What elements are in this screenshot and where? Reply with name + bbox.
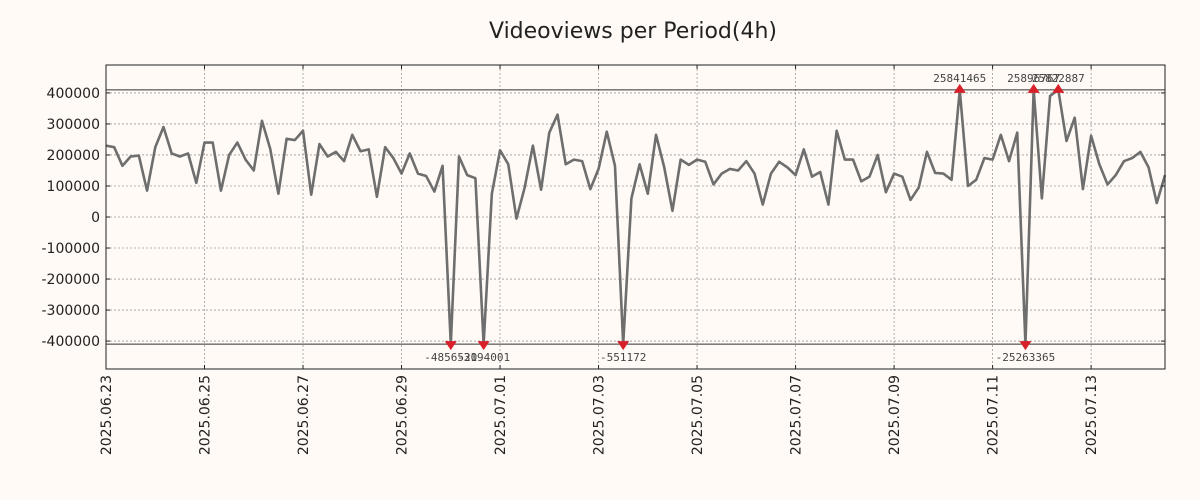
series-line-videoviews: [105, 88, 1167, 346]
x-tick-label: 2025.07.05: [690, 375, 706, 455]
annotation-label: -25263365: [996, 351, 1056, 364]
x-tick-label: 2025.07.03: [592, 375, 608, 455]
x-tick-label: 2025.06.25: [198, 375, 214, 455]
annotation-label: 25896767: [1007, 72, 1060, 85]
x-tick-label: 2025.06.23: [99, 375, 115, 455]
y-tick-label: 200000: [47, 148, 100, 164]
x-tick-label: 2025.06.27: [296, 375, 312, 455]
y-tick-label: 100000: [47, 179, 100, 195]
clip-marker: [444, 341, 457, 351]
annotation-label: -4856520: [424, 351, 477, 364]
clip-marker: [477, 341, 490, 351]
y-tick-label: 0: [91, 210, 100, 226]
chart-title: Videoviews per Period(4h): [489, 19, 777, 44]
x-tick-label: 2025.07.13: [1084, 375, 1100, 455]
annotation-label: 25841465: [933, 72, 986, 85]
clip-marker: [617, 341, 630, 351]
annotation-label: -3194001: [457, 351, 510, 364]
x-tick-label: 2025.07.01: [493, 375, 509, 455]
x-tick-label: 2025.07.11: [986, 375, 1002, 455]
y-tick-label: -200000: [42, 272, 101, 288]
y-tick-label: 400000: [47, 86, 100, 102]
x-tick-label: 2025.07.07: [789, 375, 805, 455]
x-tick-label: 2025.07.09: [887, 375, 903, 455]
annotation-label: -551172: [600, 351, 646, 364]
clip-marker: [1019, 341, 1032, 351]
y-tick-label: -400000: [42, 334, 101, 350]
clip-marker: [953, 83, 966, 93]
y-tick-label: -100000: [42, 241, 101, 257]
x-tick-label: 2025.06.29: [395, 375, 411, 455]
y-tick-label: 300000: [47, 117, 100, 133]
clip-marker: [1027, 83, 1040, 93]
annotation-label: 25822887: [1032, 72, 1085, 85]
clip-marker: [1052, 83, 1065, 93]
y-tick-label: -300000: [42, 303, 101, 319]
